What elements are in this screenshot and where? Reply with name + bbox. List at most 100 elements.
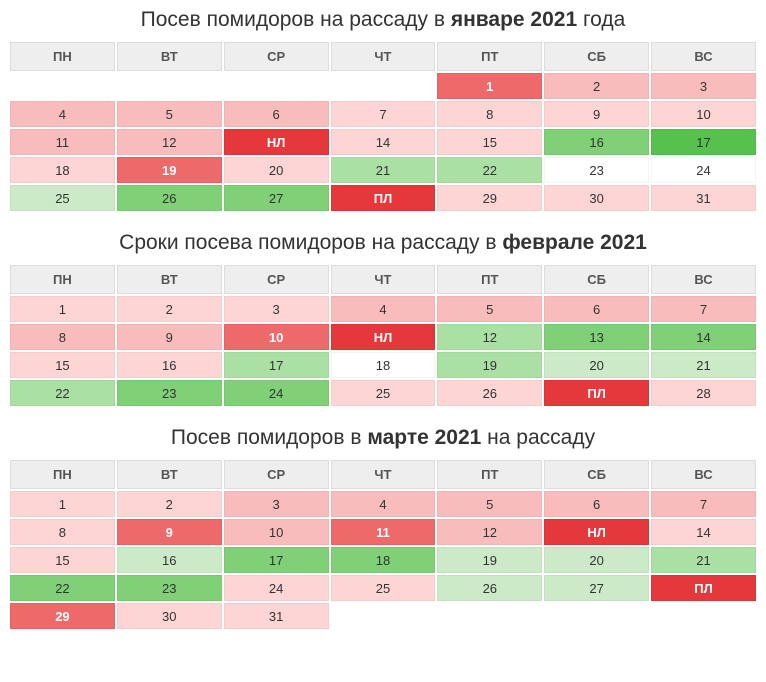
weekday-header: ЧТ bbox=[331, 265, 436, 294]
calendar-cell: 21 bbox=[651, 547, 756, 573]
weekday-header: ВТ bbox=[117, 42, 222, 71]
weekday-header: ВС bbox=[651, 265, 756, 294]
calendar-cell: НЛ bbox=[331, 324, 436, 350]
calendar-cell: 29 bbox=[437, 185, 542, 211]
weekday-header: СБ bbox=[544, 265, 649, 294]
weekday-header: ПН bbox=[10, 265, 115, 294]
calendar-cell: 10 bbox=[224, 324, 329, 350]
calendar-cell: 2 bbox=[544, 73, 649, 99]
calendar-cell: ПЛ bbox=[651, 575, 756, 601]
calendar-cell: 14 bbox=[651, 324, 756, 350]
calendar-row: 15161718192021 bbox=[10, 547, 756, 573]
calendar-cell: 23 bbox=[544, 157, 649, 183]
title-post: года bbox=[577, 8, 625, 31]
calendar-cell: 18 bbox=[331, 547, 436, 573]
calendar-row: 15161718192021 bbox=[10, 352, 756, 378]
title-bold: январе 2021 bbox=[451, 8, 577, 31]
calendar-cell: 20 bbox=[224, 157, 329, 183]
calendar-row: 1112НЛ14151617 bbox=[10, 129, 756, 155]
calendar-cell: 7 bbox=[651, 491, 756, 517]
calendar-cell: 20 bbox=[544, 352, 649, 378]
calendar-cell bbox=[224, 73, 329, 99]
calendar-cell: 31 bbox=[651, 185, 756, 211]
calendar-title: Сроки посева помидоров на рассаду в февр… bbox=[8, 231, 758, 255]
calendar-cell: 22 bbox=[10, 380, 115, 406]
calendar-cell: 17 bbox=[224, 352, 329, 378]
calendar-cell: 23 bbox=[117, 380, 222, 406]
calendar-cell: 12 bbox=[437, 324, 542, 350]
calendar-cell: 5 bbox=[437, 296, 542, 322]
calendar-cell: 24 bbox=[224, 575, 329, 601]
calendar-cell: 4 bbox=[331, 296, 436, 322]
calendar-cell: 1 bbox=[10, 296, 115, 322]
calendar-row: 89101112НЛ14 bbox=[10, 519, 756, 545]
calendar-cell: 8 bbox=[10, 324, 115, 350]
weekday-header: СР bbox=[224, 42, 329, 71]
weekday-header: ПТ bbox=[437, 460, 542, 489]
weekday-header: ЧТ bbox=[331, 460, 436, 489]
calendar-title: Посев помидоров на рассаду в январе 2021… bbox=[8, 8, 758, 32]
calendar-row: 2223242526ПЛ28 bbox=[10, 380, 756, 406]
calendar-cell: 3 bbox=[224, 296, 329, 322]
calendar-cell: 15 bbox=[10, 352, 115, 378]
calendar-cell: 10 bbox=[224, 519, 329, 545]
title-pre: Посев помидоров на рассаду в bbox=[141, 8, 451, 31]
calendar-row: 252627ПЛ293031 bbox=[10, 185, 756, 211]
calendar-table: ПНВТСРЧТПТСБВС123456789101112НЛ141516171… bbox=[8, 458, 758, 631]
calendar-cell: 28 bbox=[651, 380, 756, 406]
calendar-cell: 14 bbox=[331, 129, 436, 155]
calendar-cell bbox=[331, 73, 436, 99]
weekday-header: ПТ bbox=[437, 42, 542, 71]
calendar-cell bbox=[544, 603, 649, 629]
weekday-header: СР bbox=[224, 265, 329, 294]
calendar-cell bbox=[437, 603, 542, 629]
calendar-cell: 4 bbox=[10, 101, 115, 127]
calendar-cell: 5 bbox=[117, 101, 222, 127]
calendar-cell: 9 bbox=[544, 101, 649, 127]
calendar-cell: 8 bbox=[437, 101, 542, 127]
calendar-row: 18192021222324 bbox=[10, 157, 756, 183]
calendar-cell: 7 bbox=[651, 296, 756, 322]
calendar-cell: 26 bbox=[117, 185, 222, 211]
calendar-cell: 7 bbox=[331, 101, 436, 127]
weekday-header: ПТ bbox=[437, 265, 542, 294]
calendar-table: ПНВТСРЧТПТСБВС123456789101112НЛ141516171… bbox=[8, 40, 758, 213]
title-bold: марте 2021 bbox=[367, 426, 481, 449]
calendar-cell: 18 bbox=[331, 352, 436, 378]
weekday-header: ПН bbox=[10, 460, 115, 489]
calendar-cell: ПЛ bbox=[544, 380, 649, 406]
calendar-cell: 21 bbox=[331, 157, 436, 183]
calendar-cell: 15 bbox=[10, 547, 115, 573]
calendar-cell: 19 bbox=[437, 547, 542, 573]
calendar-cell: 1 bbox=[437, 73, 542, 99]
calendar-row: 293031 bbox=[10, 603, 756, 629]
calendar-cell: 31 bbox=[224, 603, 329, 629]
calendar-cell: 10 bbox=[651, 101, 756, 127]
weekday-header: ВТ bbox=[117, 460, 222, 489]
title-pre: Посев помидоров в bbox=[171, 426, 367, 449]
calendar-row: 1234567 bbox=[10, 491, 756, 517]
title-bold: феврале 2021 bbox=[502, 231, 647, 254]
calendar-cell: 30 bbox=[544, 185, 649, 211]
weekday-header: СБ bbox=[544, 42, 649, 71]
calendar-cell: 6 bbox=[544, 491, 649, 517]
calendar-cell bbox=[331, 603, 436, 629]
calendar-cell bbox=[10, 73, 115, 99]
title-post: на рассаду bbox=[481, 426, 595, 449]
calendar-cell: 4 bbox=[331, 491, 436, 517]
calendar-cell: 26 bbox=[437, 380, 542, 406]
calendar-cell: 24 bbox=[224, 380, 329, 406]
calendar-cell: 19 bbox=[117, 157, 222, 183]
calendar-cell: 16 bbox=[544, 129, 649, 155]
calendar-cell: 11 bbox=[10, 129, 115, 155]
calendar-row: 45678910 bbox=[10, 101, 756, 127]
calendar-cell: 2 bbox=[117, 296, 222, 322]
calendar-cell: 17 bbox=[651, 129, 756, 155]
calendar-title: Посев помидоров в марте 2021 на рассаду bbox=[8, 426, 758, 450]
calendar-cell: 29 bbox=[10, 603, 115, 629]
calendar-cell: 30 bbox=[117, 603, 222, 629]
calendar-cell bbox=[651, 603, 756, 629]
calendar-cell: 23 bbox=[117, 575, 222, 601]
calendar-cell: НЛ bbox=[224, 129, 329, 155]
calendar-cell: 6 bbox=[224, 101, 329, 127]
